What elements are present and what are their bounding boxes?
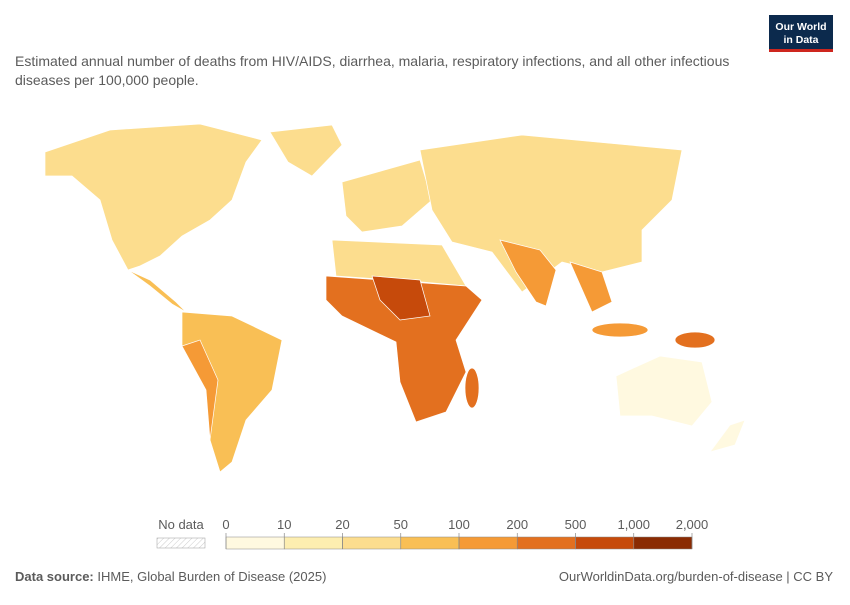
legend-bin [458,536,518,550]
india[interactable] [499,239,557,307]
legend-bin [575,536,634,550]
source: Data source: IHME, Global Burden of Dise… [15,569,326,584]
legend-tick-label: 50 [394,517,408,532]
world-map [44,123,746,473]
legend-bin [633,536,693,550]
legend-tick-label: 100 [448,517,470,532]
australia[interactable] [615,355,713,427]
new-zealand[interactable] [709,419,746,453]
logo[interactable]: Our World in Data [769,15,833,52]
subtitle-box: Estimated annual number of deaths from H… [15,53,730,88]
greenland[interactable] [269,124,343,177]
logo-stripe [769,49,833,52]
legend-bin [517,536,576,550]
no-data-label: No data [158,517,204,532]
subtitle: Estimated annual number of deaths from H… [15,53,730,88]
legend-tick-label: 20 [335,517,349,532]
europe[interactable] [341,159,433,233]
legend-tick-label: 10 [277,517,291,532]
source-label: Data source: [15,569,94,584]
indonesia[interactable] [591,322,649,338]
legend-bin [284,536,343,550]
north-africa[interactable] [331,239,467,287]
legend-tick-label: 500 [565,517,587,532]
legend-tick-label: 200 [506,517,528,532]
legend: No data 0 10 20 50 100 200 500 1,000 2,000 [156,517,709,550]
southeast-asia[interactable] [569,261,613,313]
legend-bin [400,536,460,550]
no-data-swatch [156,537,206,549]
papua[interactable] [674,331,716,349]
legend-tick-label: 2,000 [676,517,709,532]
logo-text[interactable]: Our World [775,21,826,33]
legend-tick-label: 1,000 [617,517,650,532]
legend-tick-label: 0 [222,517,229,532]
legend-bin [342,536,401,550]
madagascar[interactable] [464,367,480,409]
sub-saharan-africa[interactable] [325,275,483,423]
logo-text[interactable]: in Data [783,34,818,46]
logo-box[interactable] [769,15,833,52]
sahel[interactable] [371,275,431,321]
source-link[interactable]: OurWorldinData.org/burden-of-disease | C… [559,569,833,584]
legend-bin [225,536,285,550]
andes[interactable] [181,339,219,441]
source-text: IHME, Global Burden of Disease (2025) [97,569,326,584]
north-america[interactable] [44,123,263,271]
